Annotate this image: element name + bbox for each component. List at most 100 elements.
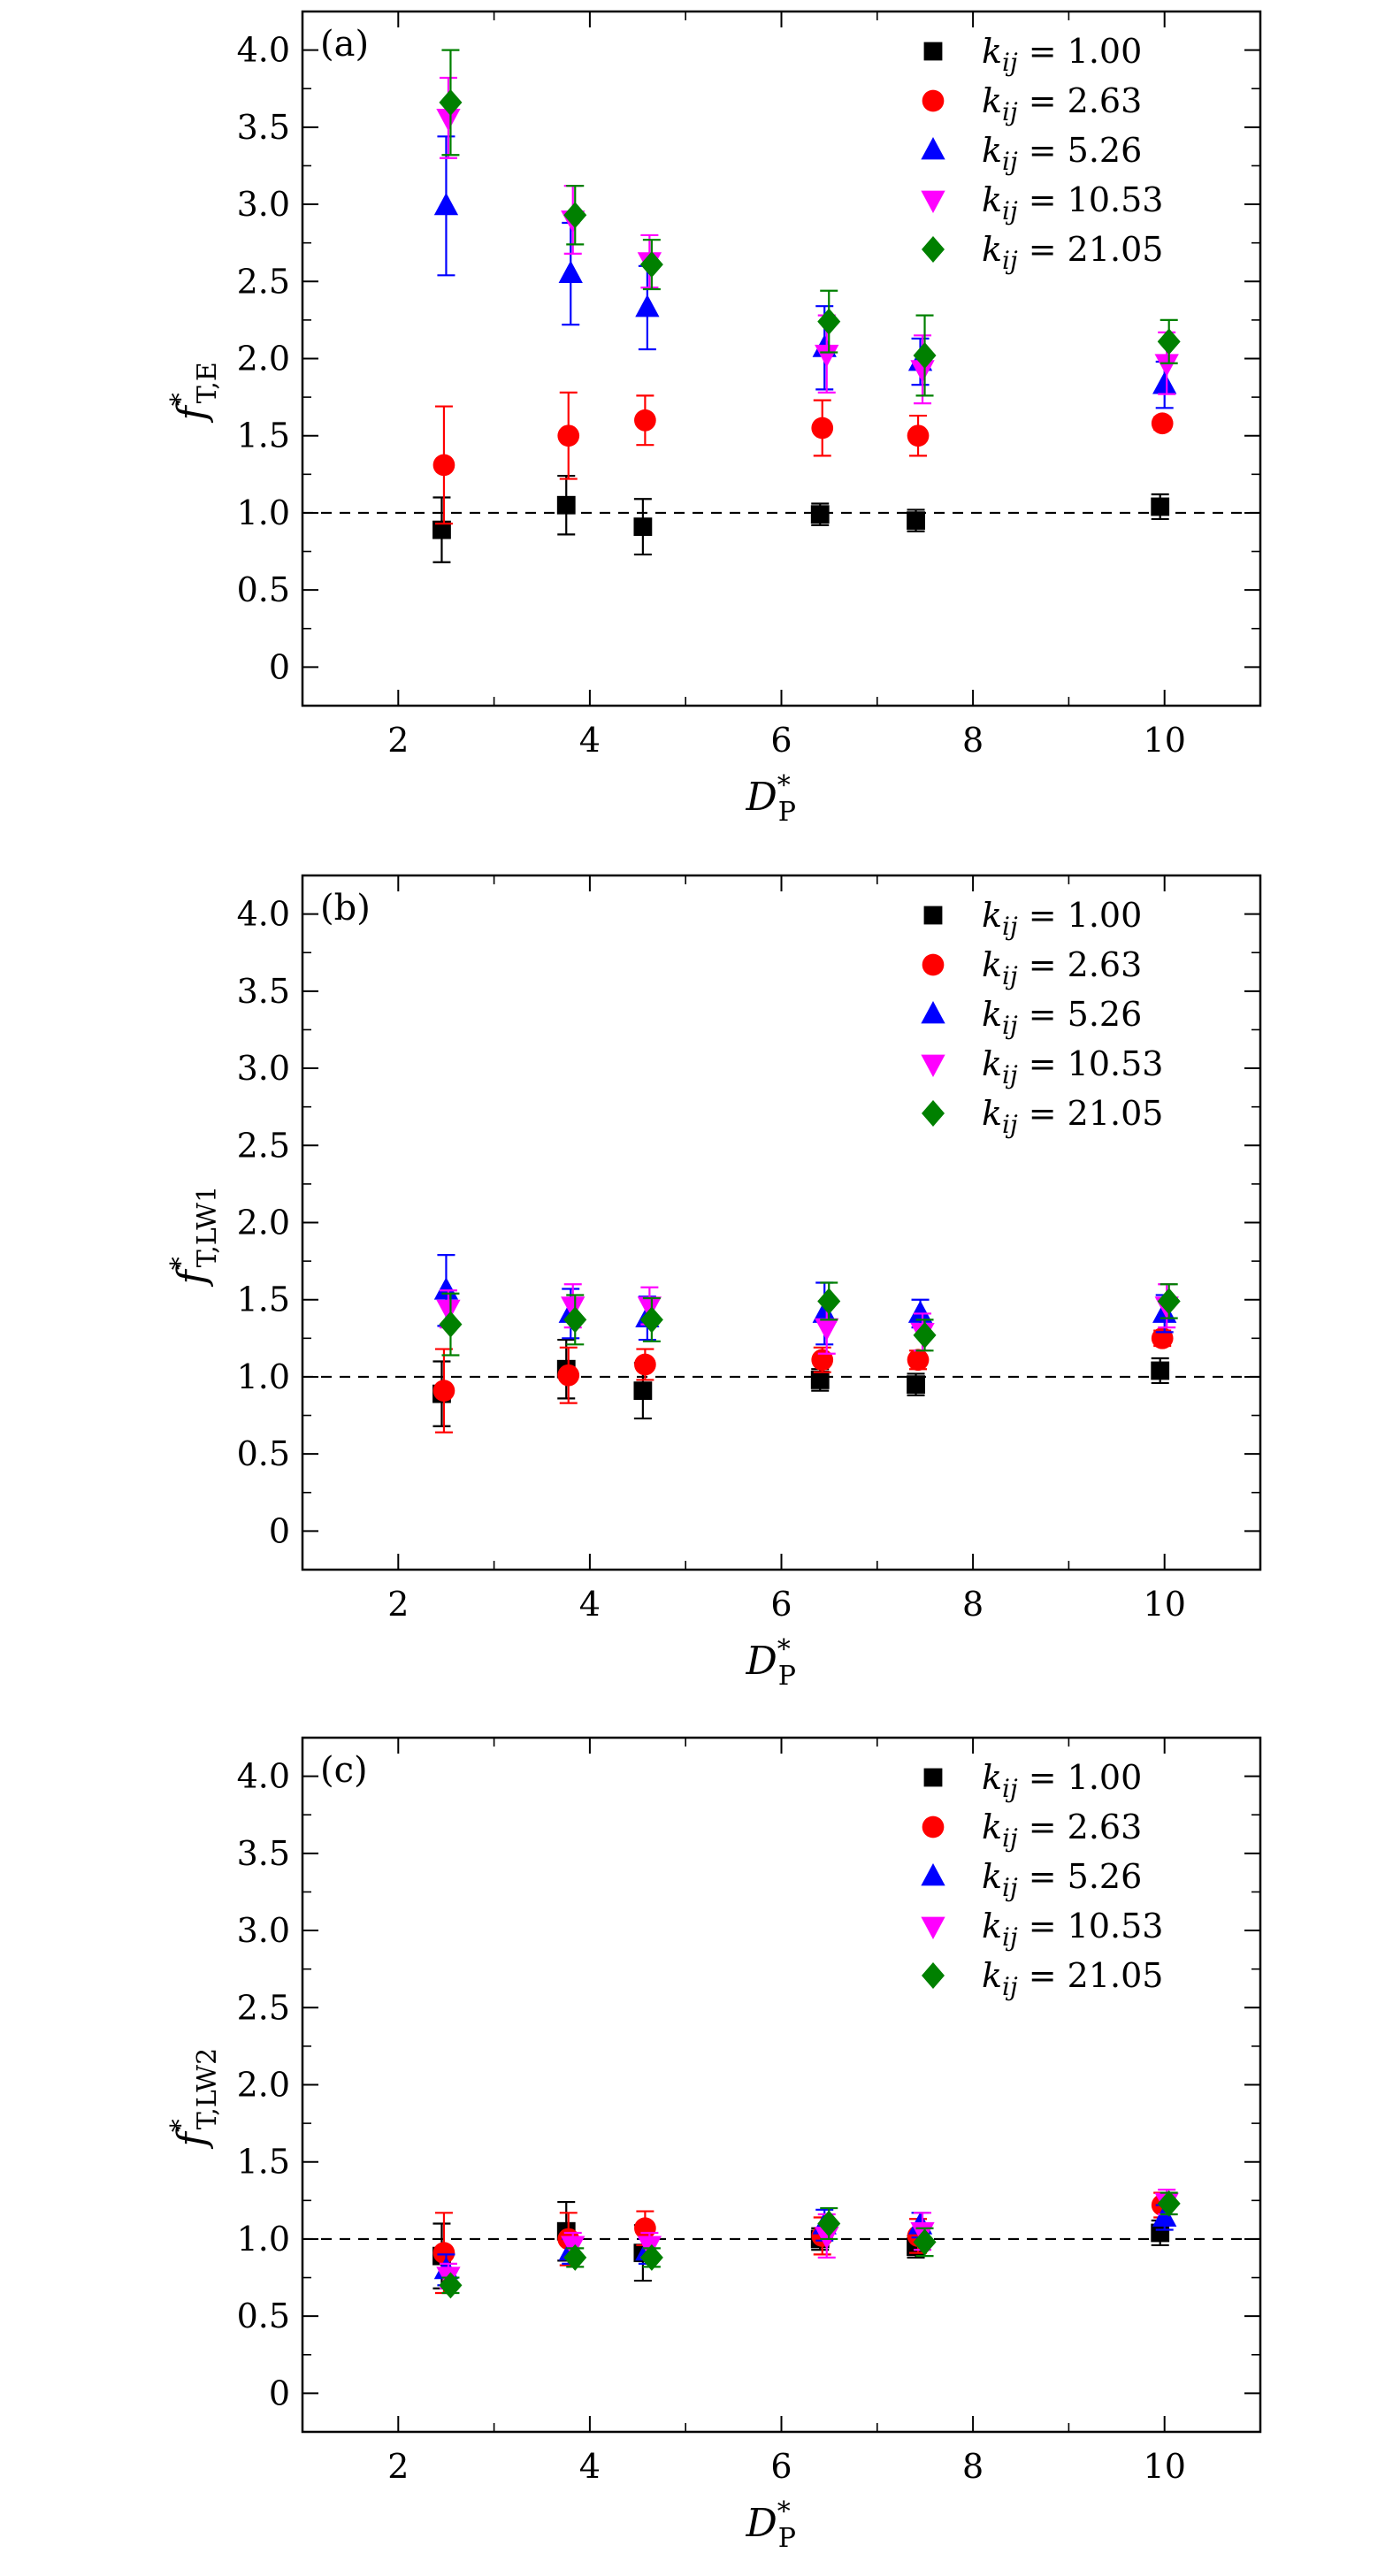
x-tick-label: 4: [579, 1585, 601, 1624]
data-point: [633, 1381, 653, 1401]
x-tick-label: 8: [962, 721, 984, 760]
series-4: [439, 2190, 1181, 2299]
data-point: [439, 2272, 463, 2299]
y-tick-label: 1.0: [237, 1357, 290, 1396]
data-point: [634, 2217, 656, 2240]
data-point: [563, 202, 587, 229]
data-point: [913, 1321, 937, 1349]
y-tick-label: 1.0: [237, 493, 290, 532]
data-point: [1151, 497, 1170, 516]
data-point: [432, 520, 451, 539]
data-point: [432, 2242, 455, 2264]
data-point: [907, 1349, 930, 1372]
legend-label: kij = 21.05: [982, 1094, 1163, 1139]
data-point: [432, 454, 455, 477]
legend-label: kij = 21.05: [982, 230, 1163, 275]
x-tick-label: 6: [770, 1585, 792, 1624]
legend-marker: [921, 190, 945, 213]
data-point: [817, 1288, 841, 1315]
data-point: [910, 360, 935, 383]
data-point: [561, 1296, 586, 1319]
data-point: [810, 505, 830, 524]
y-tick-label: 0: [269, 1511, 290, 1550]
y-tick-label: 0.5: [237, 1434, 290, 1473]
series-0: [432, 2200, 1170, 2289]
y-tick-label: 4.0: [237, 895, 290, 934]
y-tick-label: 4.0: [237, 31, 290, 70]
x-tick-label: 6: [770, 2447, 792, 2486]
data-point: [558, 260, 583, 283]
y-tick-label: 2.0: [237, 1204, 290, 1242]
x-tick-label: 2: [387, 2447, 409, 2486]
y-tick-label: 0.5: [237, 2297, 290, 2335]
legend-marker: [922, 89, 945, 112]
data-point: [1157, 1288, 1181, 1315]
x-tick-label: 10: [1144, 2447, 1186, 2486]
data-point: [811, 417, 834, 440]
data-point: [639, 1306, 663, 1334]
legend-label: kij = 1.00: [982, 32, 1142, 77]
y-tick-label: 0: [269, 2373, 290, 2412]
legend-marker: [921, 1916, 945, 1939]
data-point: [1151, 1361, 1170, 1380]
legend-marker: [922, 1962, 945, 1989]
y-tick-label: 2.0: [237, 340, 290, 378]
legend-marker: [922, 236, 945, 263]
y-tick-label: 2.5: [237, 1988, 290, 2027]
x-tick-label: 6: [770, 721, 792, 760]
y-tick-label: 2.0: [237, 2066, 290, 2105]
chart-panel-b: 2 4 6 8 10 0 0.5 1.0 1.5 2.0 2.5 3.0 3.5 4.0 (b) f*T,LW…: [165, 874, 1262, 1692]
data-point: [907, 424, 930, 447]
legend-label: kij = 10.53: [982, 180, 1163, 225]
data-point: [637, 1296, 662, 1319]
data-point: [439, 1311, 463, 1338]
legend-marker: [923, 1768, 943, 1787]
data-point: [1151, 1326, 1174, 1349]
series-3: [436, 1283, 1179, 1355]
x-tick-label: 4: [579, 2447, 601, 2486]
legend-label: kij = 5.26: [982, 131, 1142, 176]
data-point: [1151, 412, 1174, 435]
data-point: [812, 1300, 837, 1323]
y-tick-label: 3.0: [237, 1911, 290, 1950]
y-tick-label: 1.0: [237, 2220, 290, 2259]
data-point: [1154, 354, 1179, 377]
legend-marker: [921, 1054, 945, 1077]
data-point: [913, 2228, 937, 2256]
chart-panel-c: 2 4 6 8 10 0 0.5 1.0 1.5 2.0 2.5 3.0 3.5 4.0 (c) f*T,LW…: [165, 1736, 1262, 2554]
legend-marker: [921, 1863, 945, 1886]
series-2: [433, 2204, 1177, 2287]
legend-label: kij = 2.63: [982, 945, 1142, 990]
data-point: [433, 1277, 459, 1300]
x-tick-label: 2: [387, 721, 409, 760]
data-point: [907, 1375, 925, 1395]
data-point: [1157, 328, 1181, 355]
panel-label: (b): [320, 888, 371, 929]
legend-marker: [921, 137, 945, 160]
series-1: [432, 391, 1174, 525]
y-tick-label: 1.5: [237, 417, 290, 455]
x-tick-label: 10: [1144, 1585, 1186, 1624]
legend-marker: [922, 1815, 945, 1838]
y-tick-label: 3.0: [237, 1049, 290, 1088]
data-point: [436, 1299, 461, 1323]
series-2: [433, 1254, 1177, 1346]
legend-marker: [923, 906, 943, 925]
legend-label: kij = 10.53: [982, 1907, 1163, 1952]
data-point: [817, 308, 841, 335]
data-point: [433, 192, 459, 216]
data-point: [436, 108, 461, 132]
series-1: [432, 2191, 1174, 2295]
y-tick-label: 2.5: [237, 1126, 290, 1165]
y-tick-label: 3.5: [237, 972, 290, 1011]
legend-label: kij = 5.26: [982, 995, 1142, 1040]
data-point: [557, 1364, 580, 1387]
data-point: [639, 2243, 663, 2271]
legend-marker: [923, 42, 943, 61]
data-point: [563, 1306, 587, 1334]
y-tick-label: 3.5: [237, 1834, 290, 1873]
x-tick-label: 2: [387, 1585, 409, 1624]
y-axis-label: f*T,E: [165, 362, 223, 423]
